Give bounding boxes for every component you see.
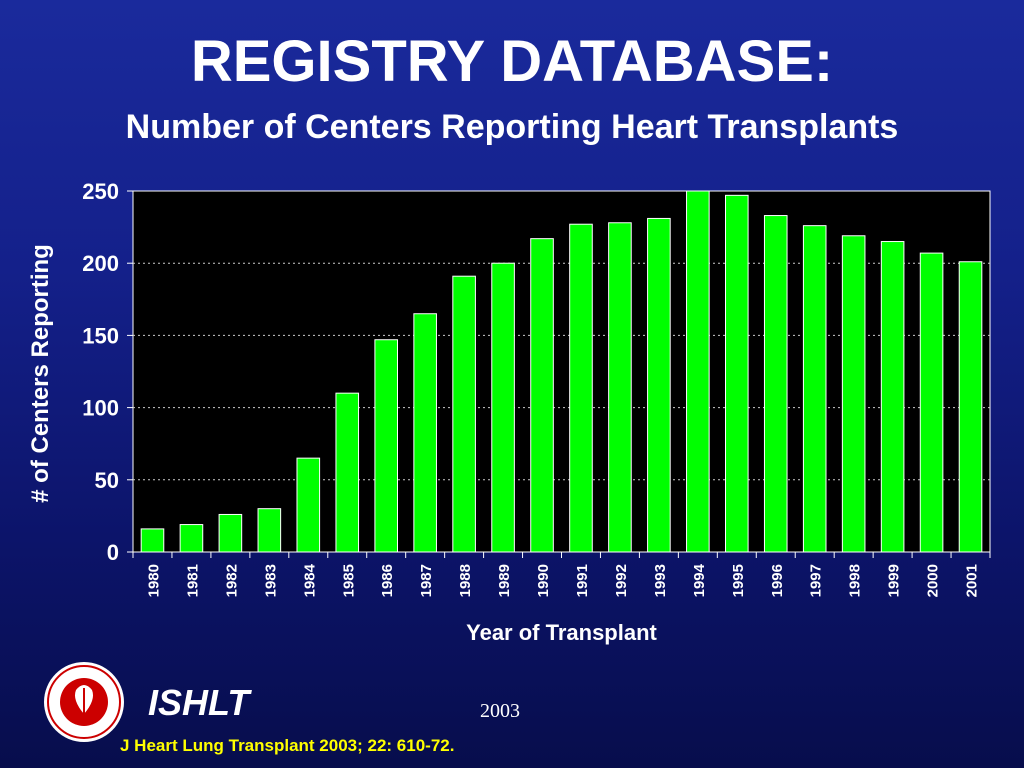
- x-tick-label: 1980: [145, 564, 162, 597]
- chart-subtitle: Number of Centers Reporting Heart Transp…: [125, 108, 899, 146]
- bar: [179, 524, 204, 553]
- x-tick-label: 1991: [574, 564, 591, 597]
- bar: [452, 275, 476, 553]
- x-tick-label: 1998: [847, 564, 864, 597]
- bar: [296, 457, 321, 553]
- y-axis-title: # of Centers Reporting: [27, 244, 54, 503]
- y-tick-label: 50: [95, 468, 119, 493]
- x-tick-label: 1987: [418, 564, 435, 597]
- x-tick-label: 1995: [730, 564, 747, 597]
- publication-year: 2003: [480, 700, 520, 722]
- bar: [647, 217, 671, 553]
- x-tick-label: 1992: [613, 564, 630, 597]
- x-tick-label: 1989: [496, 564, 513, 597]
- bar: [724, 194, 749, 553]
- bar: [608, 222, 632, 553]
- bar: [140, 528, 165, 553]
- bar: [841, 235, 866, 553]
- bar: [686, 190, 710, 553]
- x-tick-label: 1983: [262, 564, 279, 597]
- bar: [374, 339, 399, 553]
- bar: [413, 313, 437, 553]
- x-axis-title: Year of Transplant: [466, 620, 657, 645]
- bar: [569, 223, 593, 553]
- bar: [257, 508, 282, 553]
- y-tick-label: 200: [82, 251, 119, 276]
- bar: [802, 225, 827, 553]
- y-tick-label: 150: [82, 323, 119, 348]
- x-tick-label: 1999: [886, 564, 903, 597]
- x-tick-label: 1988: [457, 564, 474, 597]
- citation: J Heart Lung Transplant 2003; 22: 610-72…: [120, 736, 455, 755]
- bar: [763, 215, 788, 553]
- x-tick-label: 2000: [925, 564, 942, 597]
- y-tick-label: 100: [82, 396, 119, 421]
- bar: [218, 513, 243, 553]
- x-tick-label: 1993: [652, 564, 669, 597]
- x-tick-label: 1986: [379, 564, 396, 597]
- bar: [491, 262, 515, 553]
- x-tick-label: 1997: [808, 564, 825, 597]
- bar: [530, 238, 554, 553]
- bar: [880, 241, 905, 553]
- bar: [919, 252, 944, 553]
- x-tick-label: 2001: [964, 564, 981, 597]
- x-tick-label: 1981: [184, 564, 201, 597]
- x-tick-label: 1994: [691, 563, 708, 597]
- y-tick-label: 0: [107, 540, 119, 565]
- y-tick-label: 250: [82, 179, 119, 204]
- org-name: ISHLT: [148, 682, 250, 723]
- bar: [335, 392, 360, 553]
- chart-title: REGISTRY DATABASE:: [190, 29, 834, 94]
- x-tick-label: 1985: [340, 564, 357, 597]
- x-tick-label: 1996: [769, 564, 786, 597]
- x-tick-label: 1990: [535, 564, 552, 597]
- x-tick-label: 1984: [301, 563, 318, 597]
- bar: [958, 261, 983, 553]
- x-tick-label: 1982: [223, 564, 240, 597]
- ishlt-logo: [44, 662, 124, 742]
